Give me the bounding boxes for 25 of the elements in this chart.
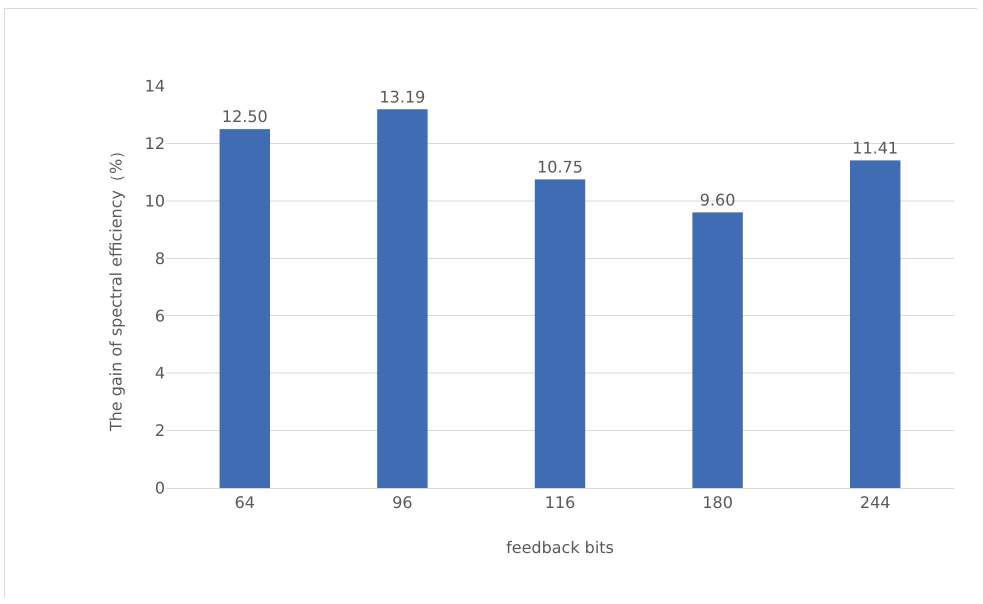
y-tick-label: 12 (144, 134, 165, 154)
x-tick-label: 244 (860, 493, 890, 512)
y-tick-label: 14 (144, 76, 165, 96)
y-tick-label: 6 (154, 306, 165, 326)
data-label: 9.60 (700, 190, 736, 210)
x-tick-label: 96 (392, 493, 413, 512)
x-tick-label: 180 (702, 493, 733, 512)
bar (220, 129, 270, 488)
data-label: 10.75 (537, 157, 583, 176)
y-tick-label: 8 (154, 248, 165, 268)
data-label: 13.19 (379, 87, 426, 106)
bar (850, 160, 900, 488)
y-tick-label: 0 (154, 478, 165, 498)
bar (692, 212, 743, 488)
y-axis-title: The gain of spectral efficiency（%） (106, 142, 126, 432)
data-label: 11.41 (852, 138, 898, 158)
bar (377, 109, 428, 488)
y-tick-label: 4 (154, 364, 165, 383)
y-tick-label: 10 (144, 191, 165, 210)
data-label: 12.50 (222, 107, 268, 126)
x-tick-label: 116 (544, 493, 576, 512)
y-tick-label: 2 (154, 421, 165, 440)
x-tick-label: 64 (234, 493, 255, 512)
x-axis-title: feedback bits (506, 538, 614, 557)
bar (534, 179, 586, 488)
